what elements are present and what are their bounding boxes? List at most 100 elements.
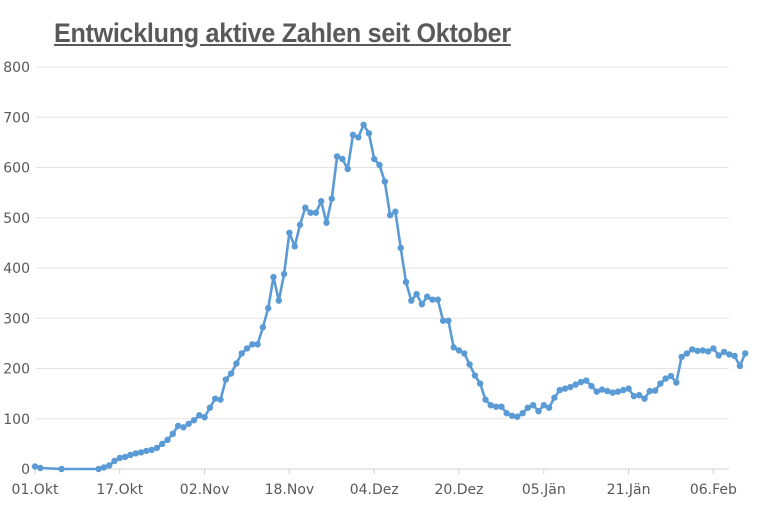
data-point-marker xyxy=(461,350,468,357)
data-point-marker xyxy=(233,360,240,367)
x-tick-label: 02.Nov xyxy=(180,482,230,498)
data-point-marker xyxy=(731,352,738,360)
data-point-marker xyxy=(365,130,373,137)
data-point-marker xyxy=(31,463,39,470)
data-point-marker xyxy=(620,386,627,394)
data-point-marker xyxy=(339,155,346,163)
data-point-marker xyxy=(609,389,616,396)
data-point-marker xyxy=(482,396,489,403)
data-point-marker xyxy=(477,380,484,387)
data-point-marker xyxy=(519,410,526,417)
data-point-marker xyxy=(323,219,330,226)
data-point-marker xyxy=(598,386,606,393)
data-point-marker xyxy=(386,212,394,219)
data-point-marker xyxy=(667,372,675,380)
data-point-marker xyxy=(540,401,547,409)
y-tick-label: 500 xyxy=(3,211,30,227)
x-tick-label: 18.Nov xyxy=(265,482,315,498)
data-point-marker xyxy=(471,372,479,379)
data-point-marker xyxy=(641,395,648,402)
data-point-marker xyxy=(678,353,685,361)
y-tick-label: 300 xyxy=(3,311,30,327)
x-tick-label: 04.Dez xyxy=(350,482,399,498)
data-point-marker xyxy=(371,155,378,163)
data-point-marker xyxy=(254,341,261,348)
data-point-marker xyxy=(556,386,563,394)
y-tick-label: 400 xyxy=(3,261,30,277)
data-point-marker xyxy=(206,404,214,411)
data-point-marker xyxy=(100,464,108,471)
data-point-marker xyxy=(196,412,203,419)
data-point-marker xyxy=(360,121,367,128)
data-point-marker xyxy=(710,345,717,352)
data-point-marker xyxy=(148,446,155,454)
data-point-marker xyxy=(636,391,643,399)
chart-title: Entwicklung aktive Zahlen seit Oktober xyxy=(54,18,511,48)
data-point-marker xyxy=(349,131,357,139)
x-tick-label: 17.Okt xyxy=(96,482,143,498)
data-point-marker xyxy=(424,293,431,300)
data-point-marker xyxy=(169,430,176,438)
data-point-marker xyxy=(455,347,463,354)
data-point-marker xyxy=(127,451,134,459)
data-point-marker xyxy=(561,385,569,392)
data-point-marker xyxy=(143,447,150,455)
y-tick-label: 800 xyxy=(3,60,30,76)
data-point-marker xyxy=(577,378,585,386)
data-point-marker xyxy=(307,209,314,216)
data-point-marker xyxy=(397,244,404,252)
data-point-marker xyxy=(514,413,521,420)
data-point-marker xyxy=(153,444,161,452)
data-point-marker xyxy=(270,273,277,281)
data-point-marker xyxy=(572,381,579,388)
data-point-marker xyxy=(106,462,113,469)
data-point-marker xyxy=(588,382,595,390)
data-point-marker xyxy=(736,362,744,370)
data-point-marker xyxy=(376,161,383,169)
data-point-marker xyxy=(111,457,118,465)
data-point-marker xyxy=(646,387,653,395)
x-tick-label: 05.Jän xyxy=(522,482,566,498)
data-point-marker xyxy=(545,404,553,411)
data-point-marker xyxy=(445,317,452,324)
y-tick-label: 0 xyxy=(21,462,30,478)
data-point-marker xyxy=(508,412,516,419)
data-point-marker xyxy=(132,450,139,457)
data-point-marker xyxy=(217,396,224,403)
data-point-marker xyxy=(551,394,558,401)
data-point-marker xyxy=(694,347,701,355)
data-point-marker xyxy=(185,420,192,427)
data-point-marker xyxy=(227,370,235,377)
y-tick-label: 700 xyxy=(3,110,30,126)
data-point-marker xyxy=(604,387,611,395)
data-point-marker xyxy=(450,344,457,351)
data-point-marker xyxy=(243,345,251,352)
data-point-marker xyxy=(212,395,219,402)
data-point-marker xyxy=(280,270,288,278)
data-point-marker xyxy=(174,422,182,429)
data-point-marker xyxy=(344,165,351,173)
data-point-marker xyxy=(498,403,505,410)
x-tick-label: 06.Feb xyxy=(690,482,737,498)
data-point-marker xyxy=(58,465,65,473)
data-point-marker xyxy=(275,297,282,304)
data-point-marker xyxy=(742,350,749,357)
data-point-marker xyxy=(302,204,309,211)
data-point-marker xyxy=(524,404,532,411)
data-point-marker xyxy=(704,348,712,355)
data-point-marker xyxy=(37,464,44,472)
series-line xyxy=(34,123,747,471)
data-point-marker xyxy=(492,403,500,410)
data-point-marker xyxy=(286,229,293,237)
data-point-marker xyxy=(291,243,298,250)
data-point-marker xyxy=(699,347,706,354)
y-tick-label: 100 xyxy=(3,412,30,428)
x-tick-label: 20.Dez xyxy=(434,482,483,498)
data-point-marker xyxy=(312,209,320,216)
data-point-marker xyxy=(535,408,542,415)
data-point-marker xyxy=(159,440,166,448)
data-point-marker xyxy=(689,346,696,353)
data-point-marker xyxy=(296,221,304,228)
data-point-marker xyxy=(567,383,574,391)
data-point-marker xyxy=(429,296,436,303)
